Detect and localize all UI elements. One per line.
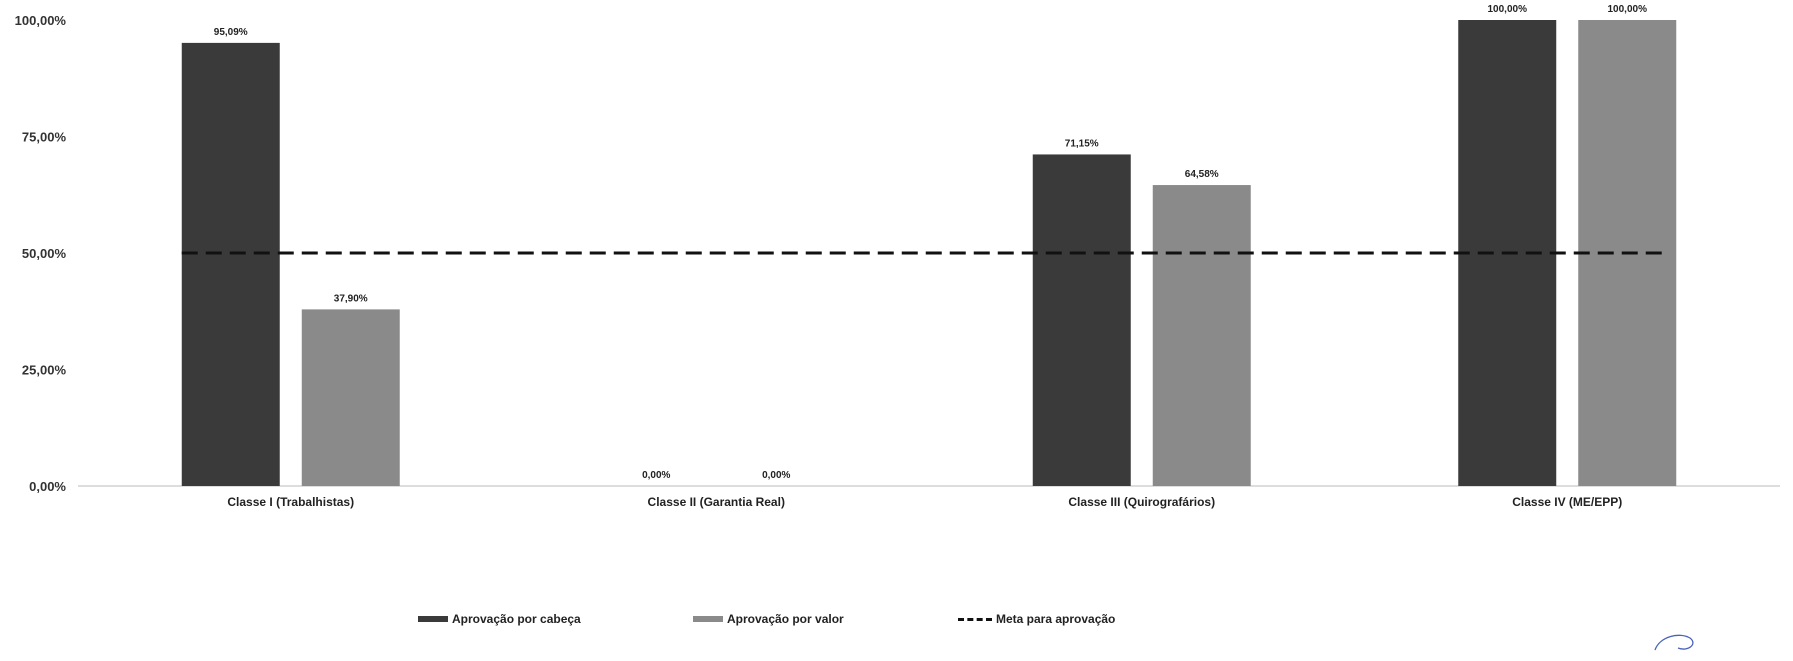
bar-valor-3	[1152, 185, 1251, 487]
data-label-valor-4: 100,00%	[1608, 4, 1648, 15]
legend-item-cabeca: Aprovação por cabeça	[418, 612, 581, 626]
signature-mark	[1654, 634, 1694, 651]
data-label-valor-2: 0,00%	[762, 470, 790, 481]
y-tick-label: 25,00%	[22, 363, 67, 378]
legend-label-cabeca: Aprovação por cabeça	[452, 612, 581, 626]
legend: Aprovação por cabeça Aprovação por valor…	[0, 612, 1793, 642]
bar-chart: 0,00% 25,00% 50,00% 75,00% 100,00% 95,09% 37,…	[15, 4, 1780, 509]
data-label-cabeca-3: 71,15%	[1065, 138, 1099, 149]
legend-label-valor: Aprovação por valor	[727, 612, 844, 626]
y-tick-label: 100,00%	[15, 13, 67, 28]
data-label-cabeca-2: 0,00%	[642, 470, 670, 481]
y-tick-label: 0,00%	[29, 479, 66, 494]
legend-swatch-meta	[958, 617, 992, 621]
category-label: Classe I (Trabalhistas)	[227, 495, 354, 509]
bar-valor-1	[301, 309, 400, 486]
legend-label-meta: Meta para aprovação	[996, 612, 1116, 626]
y-axis: 0,00% 25,00% 50,00% 75,00% 100,00%	[15, 13, 67, 494]
bar-cabeca-1	[181, 42, 280, 486]
category-label: Classe III (Quirografários)	[1068, 495, 1215, 509]
y-tick-label: 75,00%	[22, 130, 67, 145]
data-label-cabeca-1: 95,09%	[214, 27, 248, 38]
category-label: Classe IV (ME/EPP)	[1512, 495, 1622, 509]
category-label: Classe II (Garantia Real)	[648, 495, 785, 509]
y-tick-label: 50,00%	[22, 246, 67, 261]
bar-cabeca-3	[1032, 154, 1131, 487]
data-labels: 95,09% 37,90% 0,00% 0,00% 71,15% 64,58% 100,00…	[214, 4, 1647, 481]
data-label-valor-1: 37,90%	[334, 293, 368, 304]
data-label-cabeca-4: 100,00%	[1488, 4, 1528, 15]
legend-swatch-valor	[693, 616, 723, 622]
legend-item-meta: Meta para aprovação	[958, 612, 1115, 626]
x-axis-categories: Classe I (Trabalhistas) Classe II (Garant…	[227, 495, 1622, 509]
legend-swatch-cabeca	[418, 616, 448, 622]
legend-item-valor: Aprovação por valor	[693, 612, 844, 626]
data-label-valor-3: 64,58%	[1185, 169, 1219, 180]
